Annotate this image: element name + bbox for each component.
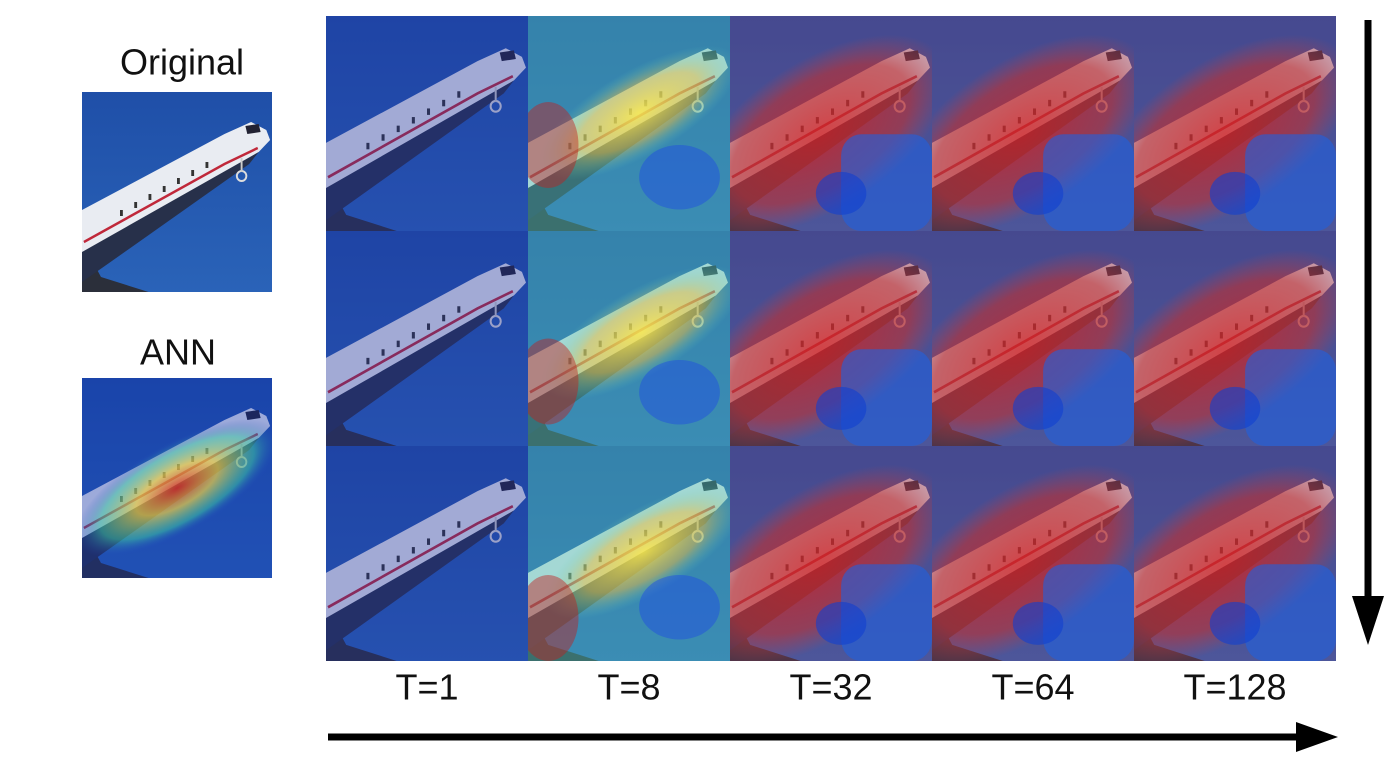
side-label: Original <box>120 42 244 83</box>
heatmap-cell <box>518 231 759 446</box>
column-label: T=64 <box>991 667 1074 708</box>
side-label: ANN <box>140 332 216 373</box>
column-label: T=32 <box>789 667 872 708</box>
original-image <box>82 92 272 292</box>
heatmap-cell <box>326 446 528 661</box>
heatmap-cell <box>326 231 528 446</box>
heatmap-grid <box>326 0 1383 705</box>
column-label: T=128 <box>1183 667 1286 708</box>
heatmap-cell <box>518 16 756 231</box>
ann-heatmap <box>56 378 297 584</box>
column-label: T=8 <box>597 667 660 708</box>
arrow-head <box>1296 722 1338 752</box>
column-label: T=1 <box>395 667 458 708</box>
figure: Original ANN T=1 T=8 T=32 T=64 T=128 <box>0 0 1384 753</box>
heatmap-cell <box>326 16 528 231</box>
heatmap-cell <box>518 446 761 661</box>
arrow-head <box>1352 596 1384 645</box>
